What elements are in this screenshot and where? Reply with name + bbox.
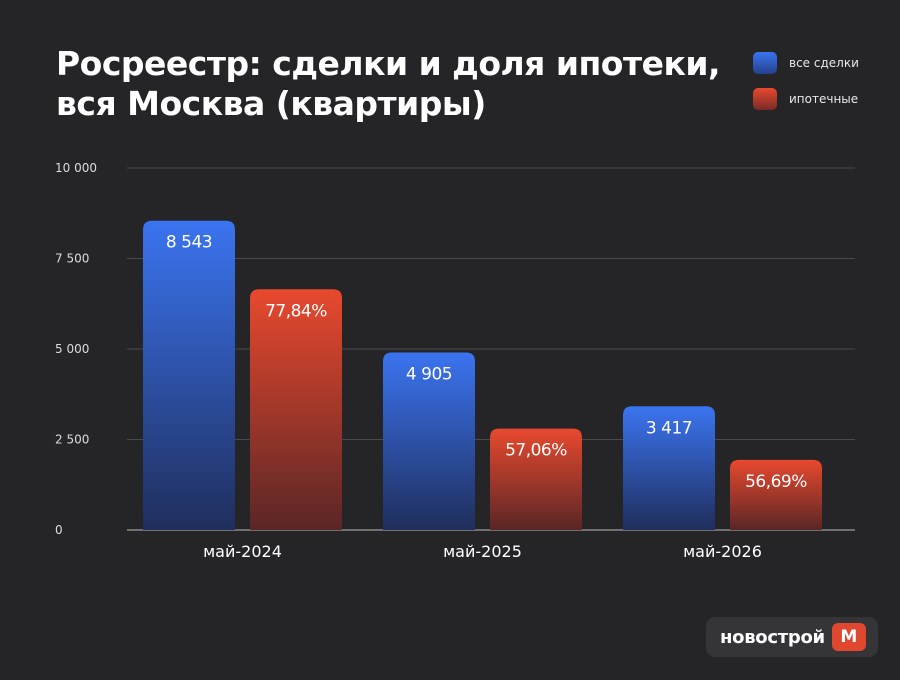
- data-label: 57,06%: [505, 441, 567, 461]
- x-tick-label: май-2025: [443, 542, 522, 561]
- legend-item-all-deals: все сделки: [753, 52, 859, 74]
- data-label: 77,84%: [265, 301, 327, 321]
- bar-mortgage: [730, 459, 822, 530]
- chart-title-line-1: Росреестр: сделки и доля ипотеки,: [56, 44, 721, 83]
- bar-all-deals: [143, 220, 235, 530]
- bar-mortgage: [250, 289, 342, 530]
- y-tick-label: 0: [55, 523, 63, 537]
- y-tick-label: 2 500: [55, 433, 89, 447]
- logo-badge: М: [831, 623, 866, 651]
- y-tick-label: 5 000: [55, 342, 89, 356]
- legend-item-mortgage: ипотечные: [753, 88, 859, 110]
- legend-label: ипотечные: [789, 92, 859, 106]
- bar-all-deals: [623, 406, 715, 530]
- x-tick-label: май-2024: [203, 542, 282, 561]
- data-label: 56,69%: [745, 472, 807, 492]
- y-tick-label: 10 000: [55, 161, 97, 175]
- novostroy-logo: новострой М: [706, 617, 878, 657]
- legend-swatch-red: [753, 88, 777, 110]
- bar-all-deals: [383, 352, 475, 530]
- data-label: 3 417: [646, 418, 692, 438]
- logo-text: новострой: [720, 626, 825, 648]
- y-tick-label: 7 500: [55, 252, 89, 266]
- chart-legend: все сделки ипотечные: [753, 52, 859, 124]
- data-label: 4 905: [406, 364, 452, 384]
- x-tick-label: май-2026: [683, 542, 762, 561]
- chart-title: Росреестр: сделки и доля ипотеки, вся Мо…: [56, 44, 721, 124]
- chart-title-line-2: вся Москва (квартиры): [56, 84, 486, 123]
- bar-mortgage: [490, 428, 582, 530]
- legend-label: все сделки: [789, 56, 859, 70]
- legend-swatch-blue: [753, 52, 777, 74]
- data-label: 8 543: [166, 233, 212, 253]
